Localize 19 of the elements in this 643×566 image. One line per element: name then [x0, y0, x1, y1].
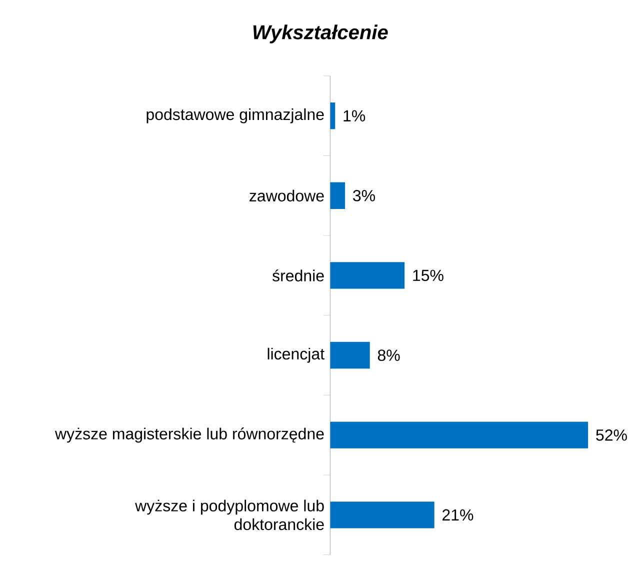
data-label: 8% — [378, 349, 400, 361]
y-tick-label: licencjat — [268, 348, 324, 363]
data-label: 21% — [442, 509, 474, 520]
y-tick-label: wyższe magisterskie lub równorzędne — [54, 427, 324, 442]
chart-title: Wykształcenie — [253, 24, 388, 44]
bar — [330, 342, 370, 368]
data-label: 15% — [413, 270, 444, 281]
bar — [330, 262, 405, 289]
bar — [330, 102, 336, 130]
data-label: 3% — [353, 190, 375, 202]
data-label: 1% — [344, 110, 366, 122]
bar — [330, 182, 346, 209]
y-tick-label: wyższe i podyplomowe lub doktoranckie — [135, 500, 324, 530]
bar — [330, 501, 434, 528]
y-tick-label: średnie — [272, 269, 324, 282]
y-tick-label: zawodowe — [250, 190, 324, 202]
y-tick-label: podstawowe gimnazjalne — [146, 108, 324, 124]
data-label: 52% — [596, 429, 627, 441]
bar — [330, 422, 588, 448]
